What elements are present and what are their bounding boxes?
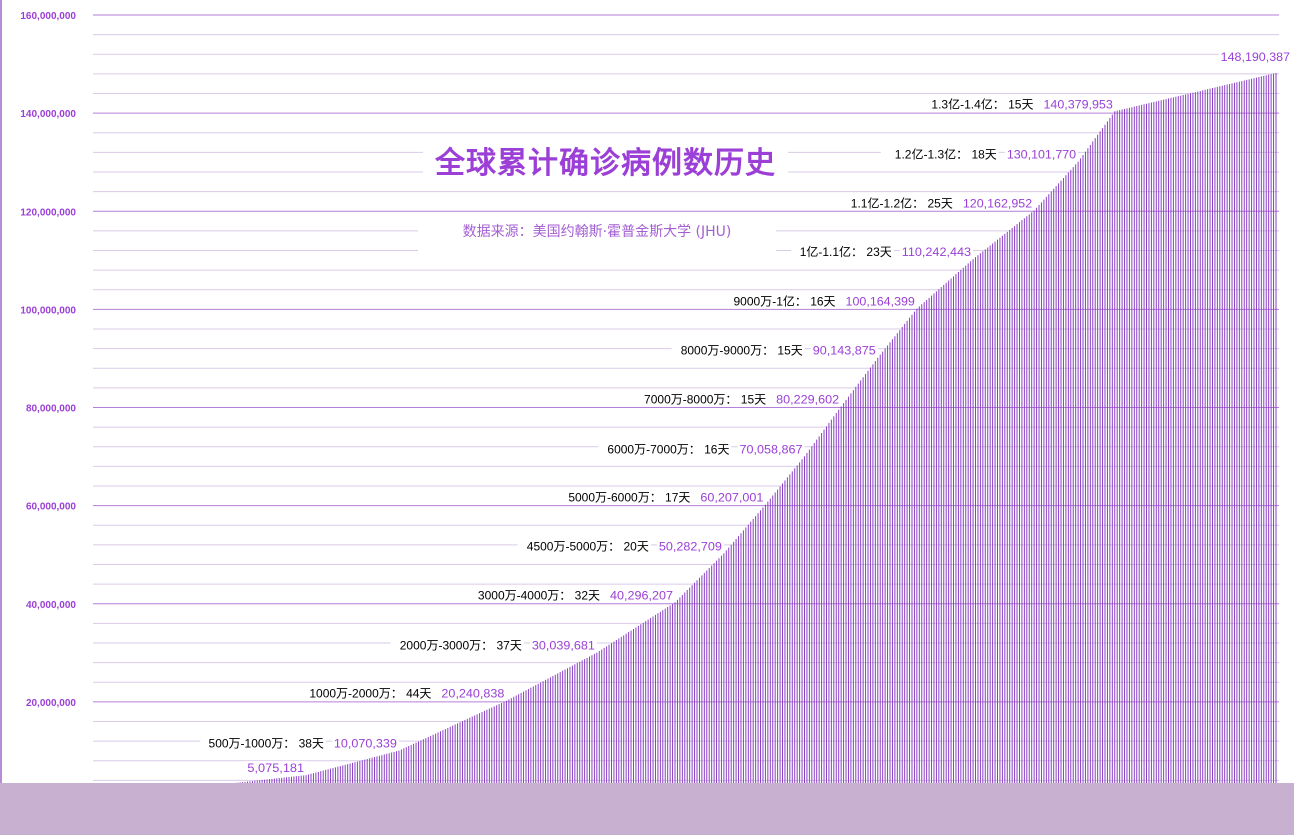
value-label-bg	[439, 686, 507, 701]
milestone-value-label: 60,207,001	[700, 491, 763, 505]
bottom-band	[0, 783, 1294, 835]
value-label-bg	[1041, 97, 1115, 112]
y-tick-label: 160,000,000	[20, 11, 76, 22]
milestone-range-label: 8000万-9000万： 15天	[681, 344, 803, 358]
value-label-bg	[774, 392, 842, 407]
value-label-bg	[608, 588, 676, 603]
milestone-range-label: 500万-1000万： 38天	[209, 737, 324, 751]
milestone-value-label: 100,164,399	[846, 295, 916, 309]
y-tick-label: 120,000,000	[20, 207, 76, 218]
range-label-bg	[598, 442, 732, 457]
value-label-bg	[245, 761, 307, 776]
value-label-bg	[810, 343, 878, 358]
milestone-value-label: 50,282,709	[659, 539, 722, 553]
milestone-range-label: 1.2亿-1.3亿： 18天	[895, 147, 997, 162]
milestone-value-label: 130,101,770	[1007, 148, 1077, 162]
range-label-bg	[790, 245, 894, 260]
range-label-bg	[880, 147, 999, 162]
y-tick-label: 60,000,000	[26, 502, 76, 513]
range-label-bg	[671, 343, 805, 358]
range-label-bg	[836, 196, 955, 211]
milestone-value-label: 90,143,875	[813, 344, 876, 358]
range-label-bg	[917, 97, 1036, 112]
value-label-bg	[331, 736, 399, 751]
milestone-range-label: 1000万-2000万： 44天	[309, 687, 431, 701]
milestone-range-label: 1.1亿-1.2亿： 25天	[851, 195, 953, 210]
milestone-value-label: 40,296,207	[610, 588, 673, 602]
milestone-value-label: 5,075,181	[247, 761, 304, 775]
y-tick-label: 20,000,000	[26, 698, 76, 709]
milestone-range-label: 3000万-4000万： 32天	[478, 588, 600, 602]
y-tick-label: 40,000,000	[26, 600, 76, 611]
value-label-bg	[698, 490, 766, 505]
milestone-value-label: 148,190,387	[1221, 50, 1291, 64]
value-label-bg	[529, 638, 597, 653]
range-label-bg	[517, 539, 651, 554]
milestone-range-label: 5000万-6000万： 17天	[568, 491, 690, 505]
value-label-bg	[960, 196, 1035, 211]
value-label-bg	[656, 539, 724, 554]
chart-subtitle: 数据来源：美国约翰斯·霍普金斯大学 (JHU)	[418, 212, 776, 252]
milestone-range-label: 4500万-5000万： 20天	[527, 539, 649, 553]
milestone-range-label: 1亿-1.1亿： 23天	[800, 244, 892, 259]
range-label-bg	[727, 294, 838, 309]
milestone-value-label: 70,058,867	[739, 442, 802, 456]
milestone-value-label: 80,229,602	[776, 392, 839, 406]
chart-title: 全球累计确诊病例数历史	[423, 138, 788, 182]
milestone-value-label: 20,240,838	[441, 687, 504, 701]
milestone-range-label: 1.3亿-1.4亿： 15天	[931, 96, 1033, 111]
value-label-bg	[1218, 49, 1292, 64]
range-label-bg	[390, 638, 524, 653]
milestone-value-label: 120,162,952	[963, 196, 1033, 210]
range-label-bg	[559, 490, 693, 505]
range-label-bg	[468, 588, 603, 603]
milestone-range-label: 7000万-8000万： 15天	[644, 392, 766, 406]
range-label-bg	[200, 736, 326, 751]
y-tick-label: 140,000,000	[20, 109, 76, 120]
range-label-bg	[300, 686, 434, 701]
milestone-range-label: 2000万-3000万： 37天	[400, 639, 522, 653]
y-tick-label: 80,000,000	[26, 404, 76, 415]
milestone-value-label: 110,242,443	[902, 245, 972, 259]
milestone-range-label: 6000万-7000万： 16天	[607, 442, 729, 456]
milestone-value-label: 30,039,681	[532, 639, 595, 653]
milestone-value-label: 140,379,953	[1043, 97, 1113, 111]
y-tick-label: 100,000,000	[20, 305, 76, 316]
value-label-bg	[843, 294, 917, 309]
chart-frame-left-border	[0, 0, 2, 800]
milestone-range-label: 9000万-1亿： 16天	[734, 294, 836, 309]
range-label-bg	[634, 392, 769, 407]
milestone-value-label: 10,070,339	[334, 737, 397, 751]
value-label-bg	[1004, 147, 1079, 162]
value-label-bg	[737, 442, 805, 457]
value-label-bg	[899, 245, 974, 260]
